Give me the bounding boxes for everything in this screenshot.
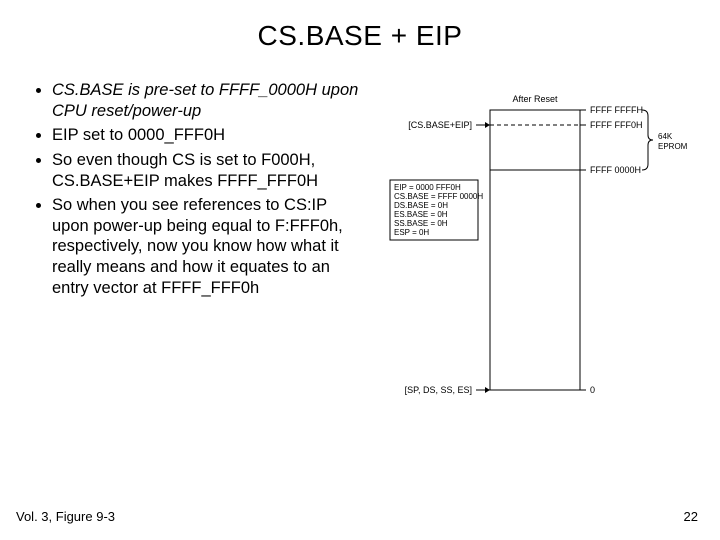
bullet-list: CS.BASE is pre-set to FFFF_0000H upon CP… [30,80,360,420]
svg-text:[SP, DS, SS, ES]: [SP, DS, SS, ES] [405,385,472,395]
svg-text:ES.BASE = 0H: ES.BASE = 0H [394,210,448,219]
svg-text:FFFF 0000H: FFFF 0000H [590,165,641,175]
footer-reference: Vol. 3, Figure 9-3 [16,509,115,524]
svg-text:After Reset: After Reset [512,94,558,104]
memory-map-diagram: After Reset FFFF FFFFH FFFF FFF0H FFFF 0000… [360,80,690,420]
svg-text:CS.BASE = FFFF 0000H: CS.BASE = FFFF 0000H [394,192,483,201]
svg-text:SS.BASE = 0H: SS.BASE = 0H [394,219,448,228]
svg-text:[CS.BASE+EIP]: [CS.BASE+EIP] [408,120,472,130]
bullet-item: CS.BASE is pre-set to FFFF_0000H upon CP… [52,80,360,121]
svg-text:FFFF FFFFH: FFFF FFFFH [590,105,643,115]
svg-text:64K: 64K [658,132,673,141]
bullet-item: So even though CS is set to F000H, CS.BA… [52,150,360,191]
svg-text:EIP = 0000 FFF0H: EIP = 0000 FFF0H [394,183,461,192]
page-title: CS.BASE + EIP [30,20,690,52]
svg-text:ESP = 0H: ESP = 0H [394,228,429,237]
bullet-item: EIP set to 0000_FFF0H [52,125,360,146]
svg-text:DS.BASE = 0H: DS.BASE = 0H [394,201,448,210]
bullet-item: So when you see references to CS:IP upon… [52,195,360,298]
svg-text:FFFF FFF0H: FFFF FFF0H [590,120,643,130]
svg-text:EPROM: EPROM [658,142,688,151]
svg-text:0: 0 [590,385,595,395]
slide-number: 22 [684,509,698,524]
